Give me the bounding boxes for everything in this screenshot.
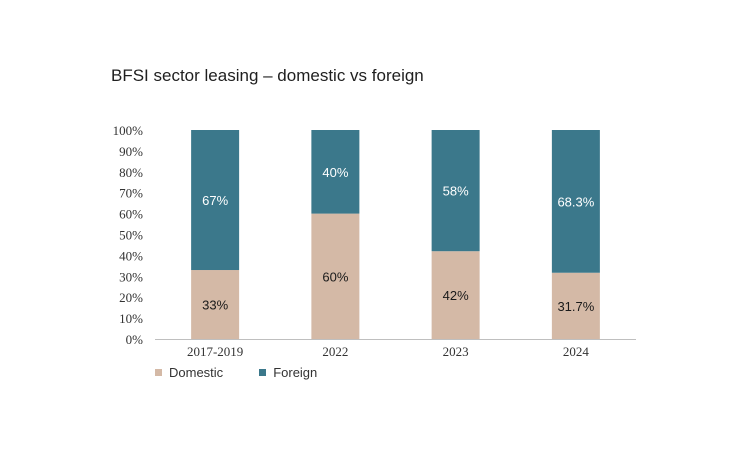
x-tick-label: 2024 <box>563 344 590 359</box>
bar-segment-domestic <box>431 251 480 339</box>
data-label-domestic: 33% <box>202 298 228 313</box>
y-tick-label: 90% <box>119 144 143 159</box>
y-tick-label: 70% <box>119 186 143 201</box>
legend-swatch-domestic <box>155 369 162 376</box>
legend-item-domestic: Domestic <box>155 365 223 380</box>
y-tick-label: 40% <box>119 248 143 263</box>
legend: Domestic Foreign <box>155 365 353 380</box>
bar-segment-foreign <box>311 130 360 214</box>
y-tick-label: 100% <box>113 123 144 138</box>
y-tick-label: 50% <box>119 228 143 243</box>
y-tick-label: 20% <box>119 290 143 305</box>
data-label-domestic: 60% <box>322 269 348 284</box>
legend-label-domestic: Domestic <box>169 365 224 380</box>
data-label-foreign: 68.3% <box>557 194 594 209</box>
x-tick-label: 2017-2019 <box>187 344 243 359</box>
legend-label-foreign: Foreign <box>273 365 318 380</box>
y-axis-ticks: 0% 10% 20% 30% 40% 50% 60% 70% 80% 90% 100% <box>113 123 144 347</box>
y-tick-label: 0% <box>126 332 144 347</box>
bar-segment-foreign <box>431 130 480 252</box>
data-label-foreign: 40% <box>322 165 348 180</box>
bar-segment-domestic <box>311 213 360 339</box>
y-tick-label: 30% <box>119 269 143 284</box>
x-tick-label: 2022 <box>322 344 348 359</box>
data-label-foreign: 58% <box>443 184 469 199</box>
y-tick-label: 10% <box>119 311 143 326</box>
data-label-domestic: 31.7% <box>557 299 594 314</box>
legend-swatch-foreign <box>259 369 267 376</box>
bar-segment-domestic <box>191 270 240 339</box>
bar-segment-foreign <box>191 130 240 271</box>
x-tick-label: 2023 <box>443 344 469 359</box>
data-label-domestic: 42% <box>443 288 469 303</box>
legend-item-foreign: Foreign <box>259 365 317 380</box>
bar-segment-foreign <box>551 130 600 273</box>
chart-title: BFSI sector leasing – domestic vs foreig… <box>111 66 424 85</box>
x-axis-labels: 2017-2019 2022 2023 2024 <box>187 344 589 359</box>
y-tick-label: 60% <box>119 207 143 222</box>
bar-segment-domestic <box>551 272 600 339</box>
data-label-foreign: 67% <box>202 193 228 208</box>
y-tick-label: 80% <box>119 165 143 180</box>
bars: 33% 67% 60% 40% 42% 58% 31.7% 68.3% <box>191 130 600 339</box>
